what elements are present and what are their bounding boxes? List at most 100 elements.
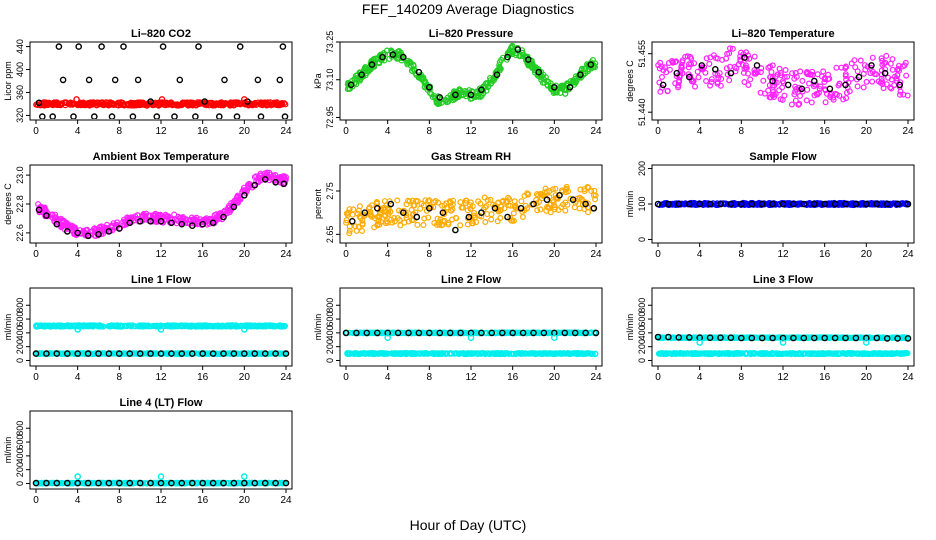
data-point [708,351,715,358]
data-point [425,204,433,212]
data-point [576,195,583,202]
data-point [570,77,577,84]
data-point [495,199,502,206]
x-tick-label: 0 [655,249,661,260]
data-point [698,62,706,69]
data-point [724,71,731,78]
data-point [84,350,92,357]
data-point [35,206,43,214]
data-point [528,350,535,357]
data-point [279,43,287,50]
data-point [216,113,223,119]
data-point [524,191,531,198]
data-point [483,203,490,210]
data-point [738,200,745,208]
data-point [766,63,773,70]
data-point [535,192,542,199]
data-point [556,191,563,199]
data-point [848,60,855,67]
data-point [504,53,511,61]
data-point [120,43,127,50]
data-point [234,350,241,357]
data-point [95,230,102,238]
data-point [842,81,849,89]
data-point [98,43,105,50]
data-point [768,350,775,357]
x-tick-label: 8 [739,126,745,137]
data-point [143,210,150,217]
data-point [114,322,121,329]
data-point [710,52,717,59]
data-point [206,350,213,357]
data-point [405,59,412,66]
data-point [678,64,685,71]
data-point [441,211,448,218]
data-point [171,113,178,119]
data-point [826,85,834,93]
data-point [660,67,667,74]
data-point [111,76,119,84]
data-point [447,199,454,206]
data-point [745,81,752,88]
data-point [788,351,795,358]
data-point [195,43,202,50]
data-point [462,197,469,204]
data-point [582,200,589,208]
data-point [684,350,691,357]
data-point [558,204,565,211]
data-point [251,181,259,189]
data-point [396,50,403,57]
data-point [673,58,680,65]
data-point [268,101,275,108]
data-point [441,202,448,209]
data-point [491,204,499,212]
panel-title: Gas Stream RH [431,151,511,163]
data-point [369,213,376,220]
data-point [575,329,582,336]
data-point [446,329,454,337]
data-point [257,113,265,119]
data-point [136,217,144,225]
data-point [203,350,210,357]
y-tick-label: 2.75 [325,182,335,200]
data-point [157,350,165,357]
data-point [539,351,546,358]
data-point [108,113,116,119]
x-tick-label: 12 [155,372,167,383]
x-tick-label: 20 [549,372,561,383]
y-tick-label: 23.0 [15,166,25,184]
y-tick-label: 200 [637,161,647,176]
data-point [140,210,147,217]
data-point [659,81,667,89]
data-point [126,219,134,227]
data-point [189,323,196,330]
data-point [108,322,115,329]
data-point [263,172,270,179]
data-point [748,200,756,208]
data-point [478,329,485,337]
data-point [820,68,827,75]
data-point [848,350,855,357]
data-point [897,88,904,95]
data-point [157,326,165,333]
y-tick-label: 600 [325,312,335,327]
data-point [116,350,123,357]
data-point [414,221,421,228]
data-point [425,329,433,337]
data-point [883,52,890,59]
data-point [571,329,579,337]
data-point [151,350,158,357]
data-point [467,202,474,209]
data-point [247,322,254,329]
data-point [883,81,890,88]
data-point [739,61,746,68]
data-point [277,174,284,181]
data-point [784,73,791,80]
data-point [359,217,366,224]
data-point [881,201,888,208]
data-point [525,56,532,63]
data-point [769,77,776,85]
y-tick-label: 200 [15,339,25,354]
page-title: FEF_140209 Average Diagnostics [361,1,575,17]
